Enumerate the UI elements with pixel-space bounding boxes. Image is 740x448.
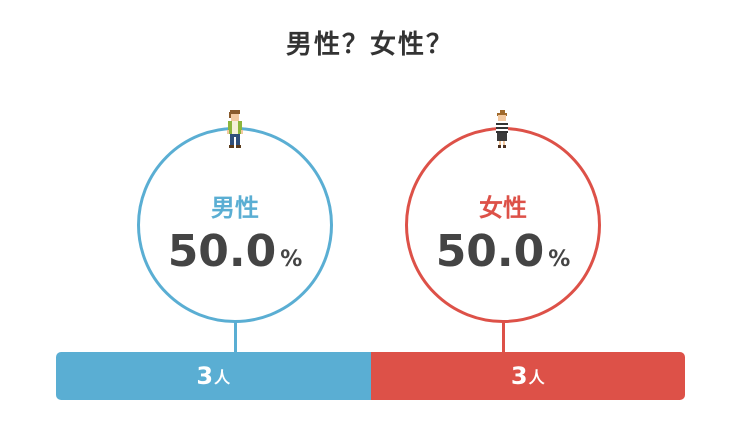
male-connector-line: [234, 320, 237, 354]
male-percent-unit: %: [280, 247, 303, 272]
female-stat-circle: 女性 50.0%: [405, 127, 601, 323]
male-percentage: 50.0%: [140, 226, 330, 277]
male-percent-value: 50.0: [167, 226, 277, 277]
female-count: 3: [510, 362, 528, 390]
female-percent-unit: %: [548, 247, 571, 272]
man-icon: [227, 110, 243, 148]
woman-icon: [496, 110, 508, 148]
female-label: 女性: [479, 194, 527, 222]
male-label: 男性: [211, 194, 259, 222]
male-count-unit: 人: [214, 368, 231, 387]
female-percent-value: 50.0: [435, 226, 545, 277]
page-title: 男性？女性？: [285, 30, 454, 60]
female-count-unit: 人: [528, 368, 545, 387]
female-connector-line: [502, 320, 505, 354]
female-percentage: 50.0%: [408, 226, 598, 277]
male-count: 3: [196, 362, 214, 390]
male-stat-circle: 男性 50.0%: [137, 127, 333, 323]
